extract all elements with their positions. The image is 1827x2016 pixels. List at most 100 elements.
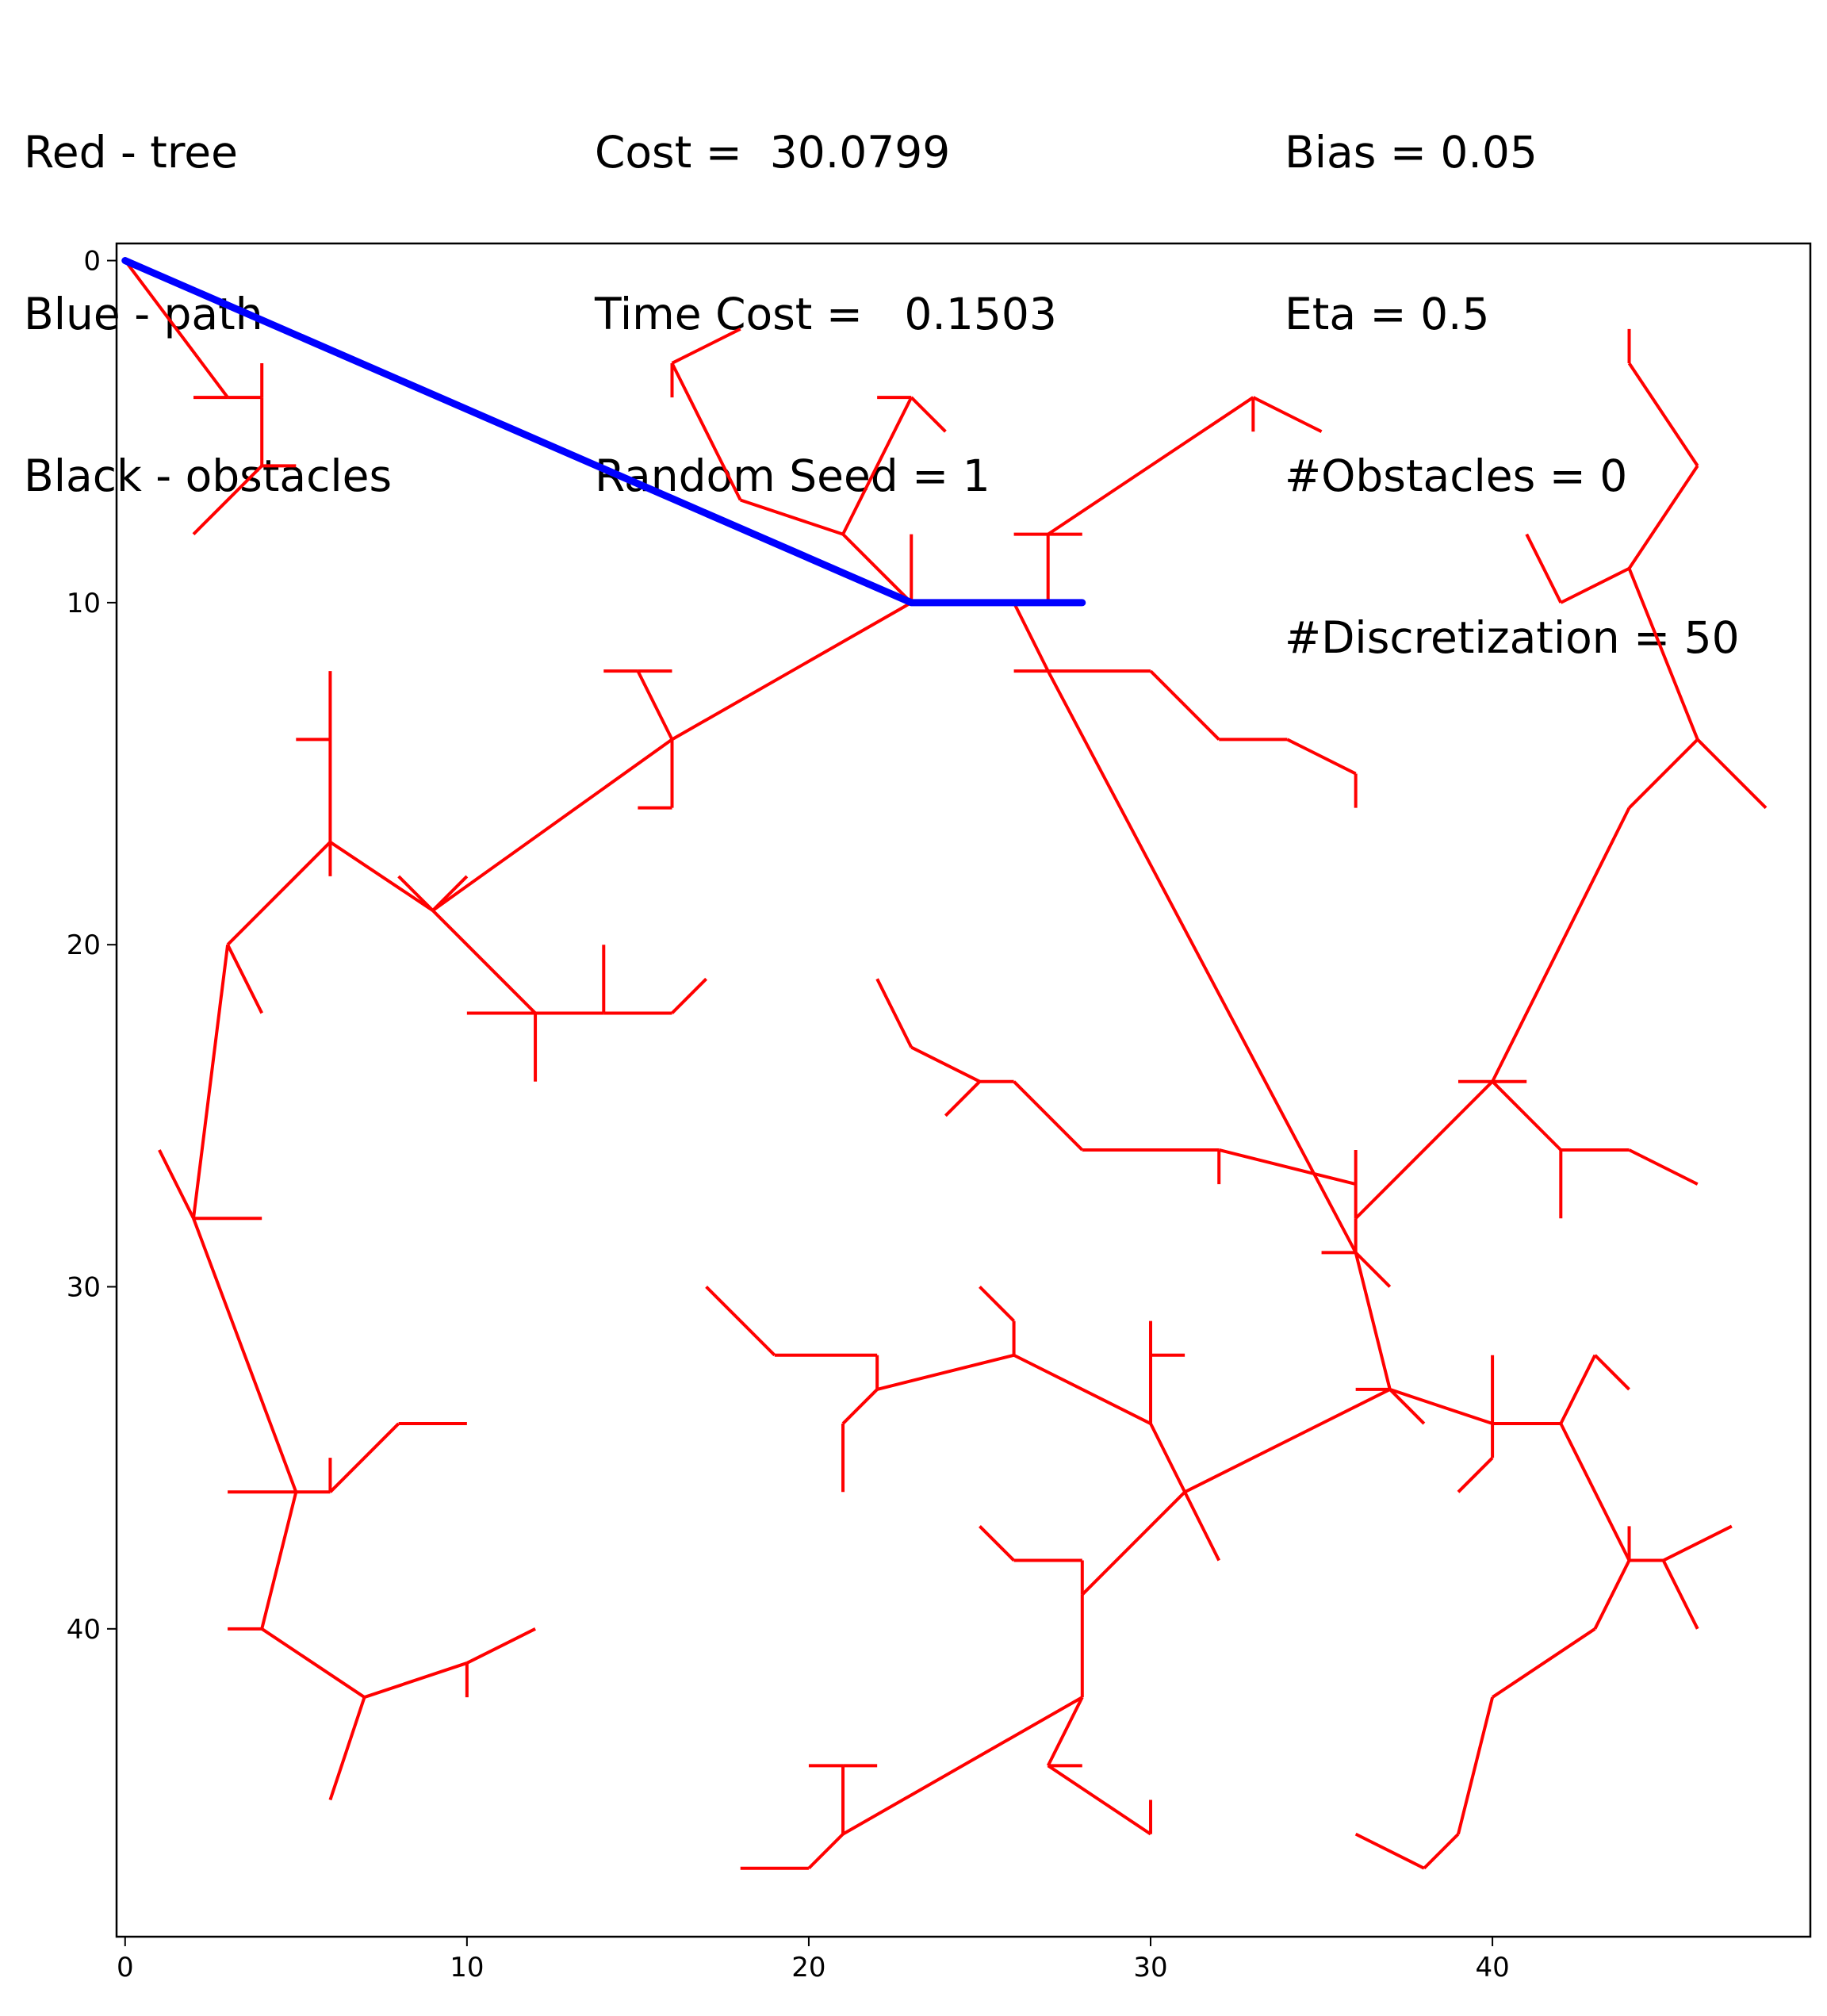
obstacles-count-text: #Obstacles = 0 (1285, 450, 1628, 501)
tree-edge (1628, 1148, 1699, 1186)
path-line (121, 257, 1086, 607)
discretization-text: #Discretization = 50 (1285, 612, 1740, 663)
bias-text: Bias = 0.05 (1285, 127, 1538, 178)
cost-text: Cost = 30.0799 (595, 127, 951, 178)
tree-edge (1047, 396, 1254, 536)
tree-edge (1525, 533, 1563, 604)
tree-edge (705, 1286, 776, 1357)
tree-edge (1149, 1423, 1186, 1493)
tree-edge (1047, 1764, 1152, 1836)
tree-edge (1627, 362, 1699, 467)
params-text-block: Bias = 0.05 Eta = 0.5 #Obstacles = 0 #Di… (1285, 17, 1740, 719)
tree-edge (261, 1627, 366, 1699)
time-cost-text: Time Cost = 0.1503 (595, 289, 1057, 339)
x-tick-label: 0 (117, 1952, 134, 1983)
tree-edge (1184, 1388, 1391, 1494)
tree-edge (979, 1286, 1015, 1323)
tree-edge (1457, 1696, 1495, 1835)
eta-text: Eta = 0.5 (1285, 289, 1490, 339)
tree-edge (192, 464, 263, 536)
tree-edge (841, 533, 913, 604)
x-tick-label: 20 (791, 1952, 825, 1983)
plot-frame (115, 242, 1812, 1938)
tree-edge (670, 362, 742, 501)
tree-edge (910, 396, 947, 433)
tree-edge (1013, 1353, 1151, 1425)
tree-edge (329, 841, 434, 912)
tree-edge (841, 1388, 879, 1425)
tree-edge (807, 1833, 845, 1870)
tree-edge (226, 944, 263, 1014)
y-tick-label: 30 (67, 1272, 101, 1304)
y-tick-label: 20 (67, 929, 101, 961)
tree-edge (1046, 1696, 1084, 1767)
tree-edge (1012, 601, 1050, 673)
tree-edge (363, 1661, 468, 1699)
y-tick-label: 40 (67, 1614, 101, 1646)
tree-edge (671, 601, 913, 742)
tree-edge (1286, 738, 1357, 776)
tree-edge (842, 1696, 1083, 1836)
axis-layer: 0 10 20 30 40 0 10 20 30 40 (67, 246, 1510, 1983)
tree-edge (1354, 1080, 1494, 1220)
tree-edge (1252, 396, 1323, 434)
tree-edge (1628, 738, 1699, 810)
tree-edge (910, 1045, 981, 1083)
tree-edge (1559, 1423, 1631, 1562)
tree-edge (226, 841, 331, 946)
tree-edge (1662, 1524, 1733, 1562)
path-layer (121, 257, 1086, 607)
legend-tree-text: Red - tree (24, 127, 238, 178)
tree-edge (192, 1217, 298, 1493)
tree-edge (671, 328, 741, 365)
y-tick-label: 10 (67, 588, 101, 619)
tree-edge (671, 977, 708, 1014)
tree-edge (1627, 568, 1699, 741)
tree-edge (1354, 1251, 1392, 1390)
stats-text-block: Cost = 30.0799 Time Cost = 0.1503 Random… (595, 17, 1057, 557)
tree-layer (124, 259, 1768, 1870)
tree-edge (431, 738, 673, 912)
tree-edge (1388, 1388, 1426, 1425)
tree-edge (1081, 1490, 1186, 1596)
tree-edge (431, 875, 469, 912)
tree-edge (944, 1080, 981, 1117)
tree-edge (1627, 465, 1699, 569)
tree-edge (1559, 1354, 1597, 1424)
tree-edge (1491, 1627, 1596, 1699)
tree-edge (876, 1353, 1015, 1391)
tree-edge (1661, 1559, 1699, 1630)
tree-edge (1457, 1456, 1494, 1493)
tree-edge (1491, 1080, 1562, 1152)
tree-edge (328, 1696, 366, 1801)
tree-edge (329, 1422, 400, 1493)
tree-edge (1013, 1080, 1084, 1152)
tree-edge (1423, 1833, 1460, 1870)
tree-edge (875, 978, 914, 1048)
x-tick-label: 30 (1133, 1952, 1167, 1983)
tree-edge (1354, 1251, 1392, 1288)
tree-edge (1046, 670, 1358, 1254)
tree-edge (1354, 1832, 1425, 1870)
tree-edge (465, 1627, 536, 1665)
legend-obstacles-text: Black - obstacles (24, 450, 393, 501)
tree-edge (1389, 1388, 1493, 1425)
tree-edge (1696, 738, 1768, 810)
tree-edge (1593, 1559, 1631, 1630)
tree-edge (1183, 1491, 1221, 1562)
tree-edge (1491, 807, 1631, 1083)
tree-edge (158, 1149, 195, 1220)
x-tick-label: 40 (1475, 1952, 1509, 1983)
tree-edge (636, 670, 674, 741)
tree-edge (1560, 566, 1630, 604)
y-tick-label: 0 (83, 246, 101, 278)
tree-edge (1218, 1148, 1357, 1186)
x-tick-label: 10 (450, 1952, 484, 1983)
tree-edge (979, 1525, 1015, 1562)
tree-edge (431, 909, 537, 1014)
tree-edge (192, 944, 230, 1219)
tree-edge (260, 1491, 298, 1630)
tree-edge (841, 397, 914, 535)
tree-edge (740, 498, 844, 536)
